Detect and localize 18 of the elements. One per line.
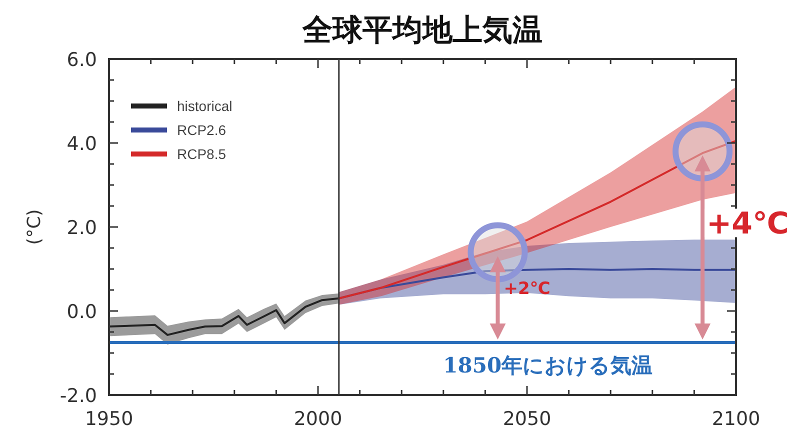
x-tick-label: 1950	[84, 408, 134, 430]
y-tick-label: -2.0	[60, 385, 97, 407]
y-tick-label: 4.0	[66, 133, 97, 155]
y-tick-label: 2.0	[66, 217, 97, 239]
line-series	[108, 297, 340, 336]
legend-label: RCP8.5	[177, 146, 226, 162]
annotation: +2℃	[504, 279, 550, 300]
y-axis-title: (°C)	[24, 209, 45, 245]
legend-label: RCP2.6	[177, 122, 226, 138]
x-tick-label: 2100	[712, 408, 760, 430]
y-tick-label: 6.0	[66, 49, 97, 71]
annotation: +4℃	[706, 206, 789, 242]
x-tick-label: 2000	[294, 408, 342, 430]
x-tick-label: 2050	[502, 408, 552, 430]
y-tick-label: 0.0	[66, 301, 97, 323]
legend-label: historical	[177, 98, 232, 114]
ref-line-label: 1850年における気温	[443, 352, 653, 378]
chart-title: 全球平均地上気温	[302, 13, 542, 48]
